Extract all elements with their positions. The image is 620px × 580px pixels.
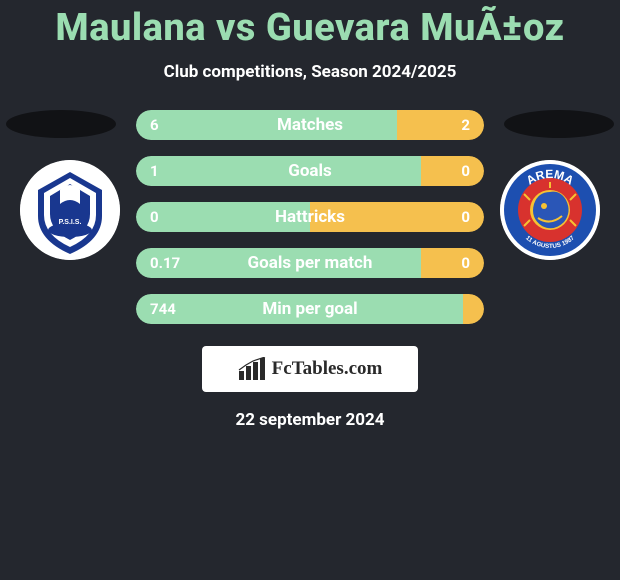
- stat-row: Goals10: [130, 156, 490, 186]
- stat-row: Matches62: [130, 110, 490, 140]
- stat-row: Min per goal744: [130, 294, 490, 324]
- comparison-card: Maulana vs Guevara MuÃ±oz Club competiti…: [0, 0, 620, 580]
- stat-bar-left: [136, 156, 421, 186]
- stat-bar: [136, 248, 484, 278]
- stat-value-right: 2: [461, 110, 470, 140]
- stat-bar-right: [421, 156, 484, 186]
- subtitle: Club competitions, Season 2024/2025: [0, 62, 620, 82]
- stat-bar-left: [136, 110, 397, 140]
- stat-bar: [136, 110, 484, 140]
- stat-bar-right: [397, 110, 484, 140]
- stat-bar: [136, 294, 484, 324]
- arema-crest-icon: AREMA 11 AGUSTUS 1987: [500, 160, 600, 260]
- psis-crest-label: P.S.I.S.: [59, 219, 82, 226]
- psis-crest-icon: P.S.I.S.: [20, 160, 120, 260]
- branding-badge: FcTables.com: [202, 346, 418, 392]
- comparison-body: P.S.I.S. AREMA 11 AGUSTUS 1987: [0, 110, 620, 340]
- stat-bar-left: [136, 294, 463, 324]
- avatar-left: P.S.I.S.: [20, 160, 120, 260]
- stat-value-left: 6: [150, 110, 159, 140]
- stat-bar-right: [421, 248, 484, 278]
- avatar-right: AREMA 11 AGUSTUS 1987: [500, 160, 600, 260]
- stat-bar-right: [463, 294, 484, 324]
- stat-bar: [136, 156, 484, 186]
- stat-value-left: 0.17: [150, 248, 180, 278]
- stat-row: Goals per match0.170: [130, 248, 490, 278]
- page-title: Maulana vs Guevara MuÃ±oz: [0, 0, 620, 50]
- stat-row: Hattricks00: [130, 202, 490, 232]
- stat-value-right: 0: [461, 248, 470, 278]
- avatar-shadow-left: [6, 110, 116, 138]
- stat-value-right: 0: [461, 202, 470, 232]
- stat-bar-left: [136, 202, 310, 232]
- stat-value-right: 0: [461, 156, 470, 186]
- bars-icon: [238, 357, 266, 381]
- stat-value-left: 0: [150, 202, 159, 232]
- date-text: 22 september 2024: [0, 410, 620, 430]
- stat-value-left: 744: [150, 294, 176, 324]
- stat-bar: [136, 202, 484, 232]
- comparison-bars: Matches62Goals10Hattricks00Goals per mat…: [130, 110, 490, 340]
- avatar-shadow-right: [504, 110, 614, 138]
- branding-text: FcTables.com: [272, 358, 383, 380]
- stat-bar-right: [310, 202, 484, 232]
- stat-value-left: 1: [150, 156, 159, 186]
